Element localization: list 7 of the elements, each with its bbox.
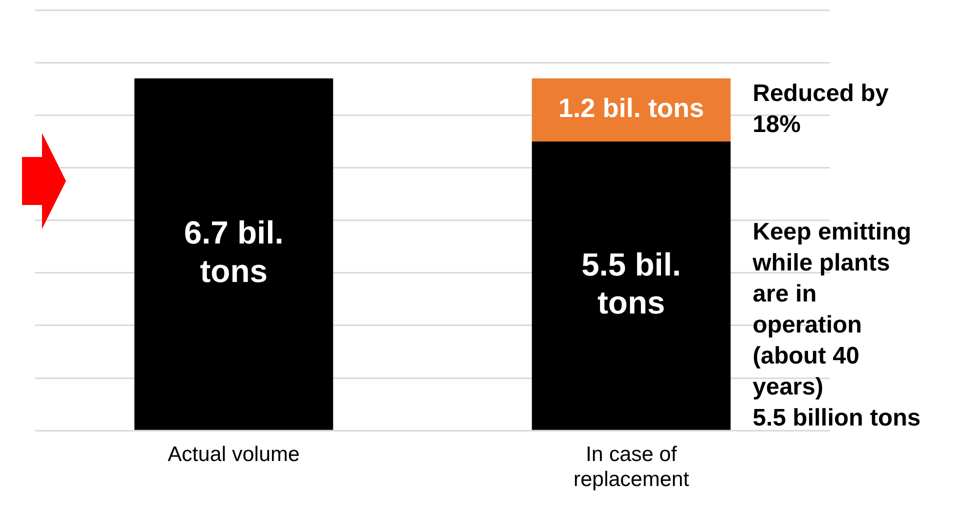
- x-tick-label: Actual volume: [168, 442, 300, 466]
- x-tick-label: In case of replacement: [573, 442, 690, 492]
- data-label: 5.5 bil. tons: [581, 246, 682, 321]
- annotation: Reduced by 18%: [752, 80, 890, 138]
- data-label: 6.7 bil. tons: [184, 214, 284, 290]
- data-label: 1.2 bil. tons: [558, 93, 704, 124]
- annotation: Keep emitting while plants are in operation (about 40 years) 5.5 billion tons: [752, 218, 921, 432]
